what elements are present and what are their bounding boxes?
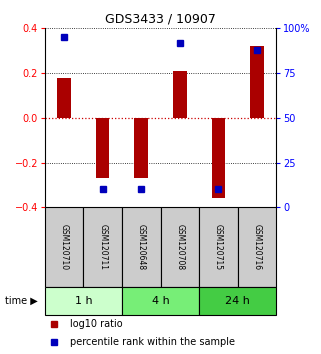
Bar <box>134 118 148 178</box>
Text: GSM120710: GSM120710 <box>60 224 69 270</box>
Bar <box>57 78 71 118</box>
Title: GDS3433 / 10907: GDS3433 / 10907 <box>105 13 216 26</box>
Bar <box>83 207 122 287</box>
Bar <box>173 71 187 118</box>
Text: GSM120708: GSM120708 <box>175 224 184 270</box>
Bar <box>122 207 160 287</box>
Bar <box>96 118 109 178</box>
Bar <box>199 207 238 287</box>
Bar <box>212 118 225 198</box>
Bar <box>160 207 199 287</box>
Bar <box>45 287 122 315</box>
Text: percentile rank within the sample: percentile rank within the sample <box>70 337 235 347</box>
Text: time ▶: time ▶ <box>5 296 38 306</box>
Text: GSM120648: GSM120648 <box>137 224 146 270</box>
Text: GSM120711: GSM120711 <box>98 224 107 270</box>
Text: 24 h: 24 h <box>225 296 250 306</box>
Bar <box>45 207 83 287</box>
Bar <box>199 287 276 315</box>
Bar <box>122 287 199 315</box>
Text: GSM120716: GSM120716 <box>252 224 261 270</box>
Text: GSM120715: GSM120715 <box>214 224 223 270</box>
Bar <box>238 207 276 287</box>
Bar <box>250 46 264 118</box>
Text: 1 h: 1 h <box>75 296 92 306</box>
Text: log10 ratio: log10 ratio <box>70 319 123 329</box>
Text: 4 h: 4 h <box>152 296 169 306</box>
